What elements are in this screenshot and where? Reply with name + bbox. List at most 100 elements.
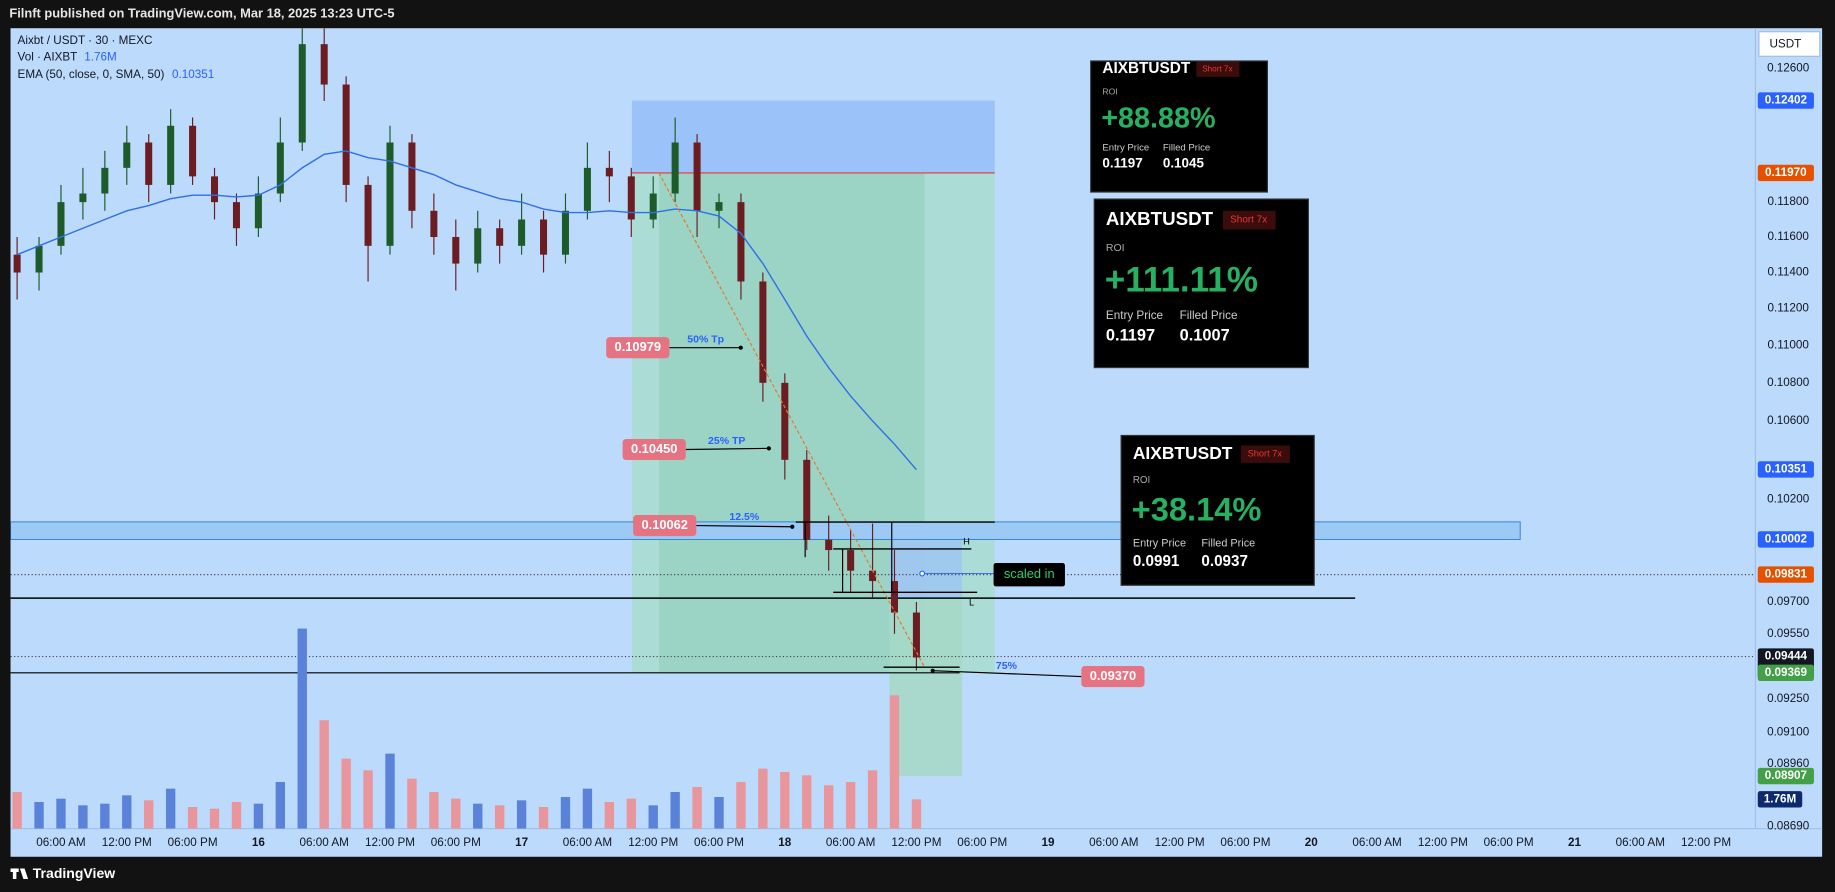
volume-bar bbox=[144, 800, 154, 829]
price-tag-label: 0.10002 bbox=[1765, 533, 1808, 546]
candle-body bbox=[430, 210, 438, 238]
y-tick-label: 0.08690 bbox=[1767, 819, 1810, 832]
candle-body bbox=[693, 142, 701, 211]
candle-body bbox=[211, 176, 219, 203]
price-tag-label: 0.09369 bbox=[1765, 666, 1808, 679]
volume-bar bbox=[626, 798, 636, 829]
footer-brand: TradingView bbox=[33, 865, 115, 881]
annotation-note: 12.5% bbox=[729, 511, 759, 523]
candle-body bbox=[518, 219, 526, 246]
candle-body bbox=[649, 193, 657, 220]
annotation-note: 50% Tp bbox=[687, 333, 724, 345]
roi-card bbox=[1090, 60, 1268, 193]
candle-body bbox=[605, 167, 613, 177]
volume-bar bbox=[648, 805, 658, 829]
volume-bar bbox=[889, 695, 900, 829]
card-symbol: AIXBTUSDT bbox=[1106, 208, 1214, 229]
x-tick-label: 06:00 PM bbox=[957, 836, 1007, 849]
price-tag bbox=[1757, 92, 1814, 109]
y-tick-label: 0.09250 bbox=[1767, 692, 1810, 705]
volume-bar bbox=[56, 798, 66, 829]
candle-body bbox=[298, 44, 306, 143]
candle-body bbox=[57, 202, 65, 246]
candle-body bbox=[540, 219, 548, 255]
card-filled-label: Filled Price bbox=[1201, 537, 1255, 549]
ema-line bbox=[16, 150, 917, 471]
volume-tag-label: 1.76M bbox=[1764, 792, 1796, 805]
card-roi-label: ROI bbox=[1102, 86, 1117, 96]
volume-bar bbox=[692, 786, 702, 829]
x-tick-label: 12:00 PM bbox=[891, 836, 941, 849]
candle-body bbox=[803, 459, 811, 540]
candle-body bbox=[474, 228, 482, 264]
candle-body bbox=[101, 167, 109, 194]
candle-body bbox=[825, 539, 833, 551]
volume-bar bbox=[209, 808, 220, 829]
price-tag-label: 0.09444 bbox=[1765, 650, 1808, 663]
annotation-label: 0.09370 bbox=[1090, 668, 1136, 683]
y-tick-label: 0.10800 bbox=[1767, 376, 1810, 389]
price-tag-label: 0.10351 bbox=[1765, 463, 1808, 476]
candle-body bbox=[912, 612, 920, 658]
volume-bar bbox=[253, 803, 264, 829]
y-tick-label: 0.09100 bbox=[1767, 725, 1810, 738]
marker-l: L bbox=[969, 597, 974, 607]
x-tick-label: 20 bbox=[1305, 836, 1318, 849]
candle-body bbox=[869, 570, 877, 582]
candle-body bbox=[847, 550, 855, 571]
volume-tag bbox=[1757, 791, 1803, 808]
scaled-box bbox=[889, 539, 962, 599]
annotation-note: 75% bbox=[996, 660, 1018, 672]
header-title: Filnft published on TradingView.com, Mar… bbox=[9, 6, 394, 21]
volume-bar bbox=[275, 781, 286, 829]
price-tag-label: 0.08907 bbox=[1765, 769, 1807, 782]
annotation-dot bbox=[930, 668, 935, 673]
stop-zone bbox=[631, 100, 995, 173]
candle-body bbox=[13, 254, 21, 273]
candle-body bbox=[276, 142, 284, 194]
y-tick-label: 0.09550 bbox=[1767, 627, 1810, 640]
volume-bar bbox=[187, 807, 198, 829]
price-tag bbox=[1757, 531, 1814, 548]
candle-body bbox=[145, 142, 153, 185]
candle-body bbox=[35, 245, 43, 273]
card-entry-label: Entry Price bbox=[1106, 309, 1163, 322]
price-tag bbox=[1757, 566, 1814, 583]
candle-body bbox=[452, 237, 460, 264]
candle-body bbox=[123, 142, 131, 168]
volume-bar bbox=[429, 791, 439, 829]
volume-bar bbox=[802, 775, 812, 829]
annotation-note: 25% TP bbox=[708, 435, 745, 447]
currency-box[interactable] bbox=[1758, 31, 1821, 57]
candle-body bbox=[408, 142, 416, 211]
annotation-line bbox=[685, 447, 769, 451]
price-tag bbox=[1757, 664, 1814, 682]
card-side-box bbox=[1240, 445, 1290, 463]
price-tag-label: 0.09831 bbox=[1765, 568, 1808, 581]
volume-bar bbox=[867, 770, 878, 829]
y-tick-label: 0.08960 bbox=[1767, 757, 1810, 770]
volume-bar bbox=[407, 778, 417, 829]
card-entry-label: Entry Price bbox=[1133, 537, 1186, 549]
x-tick-label: 12:00 PM bbox=[102, 836, 152, 849]
currency: USDT bbox=[1769, 38, 1801, 51]
volume-bar bbox=[363, 770, 373, 829]
price-tag bbox=[1757, 767, 1814, 785]
card-entry: 0.1197 bbox=[1106, 326, 1155, 344]
legend-ema: EMA (50, close, 0, SMA, 50) bbox=[18, 68, 165, 81]
scaled-dot bbox=[919, 570, 926, 577]
volume-bar bbox=[12, 791, 22, 829]
price-tag-label: 0.11970 bbox=[1765, 166, 1807, 179]
volume-bar bbox=[34, 801, 44, 829]
candle-body bbox=[232, 202, 240, 229]
volume-bar bbox=[582, 788, 593, 829]
annotation-box bbox=[622, 438, 686, 461]
legend-volume: Vol · AIXBT bbox=[18, 51, 78, 64]
x-tick-label: 12:00 PM bbox=[1418, 836, 1468, 849]
y-tick-label: 0.09700 bbox=[1767, 595, 1810, 608]
volume-bar bbox=[473, 803, 483, 829]
legend-volume-value: 1.76M bbox=[84, 51, 116, 64]
volume-bar bbox=[780, 771, 790, 829]
card-side: Short 7x bbox=[1230, 215, 1267, 226]
